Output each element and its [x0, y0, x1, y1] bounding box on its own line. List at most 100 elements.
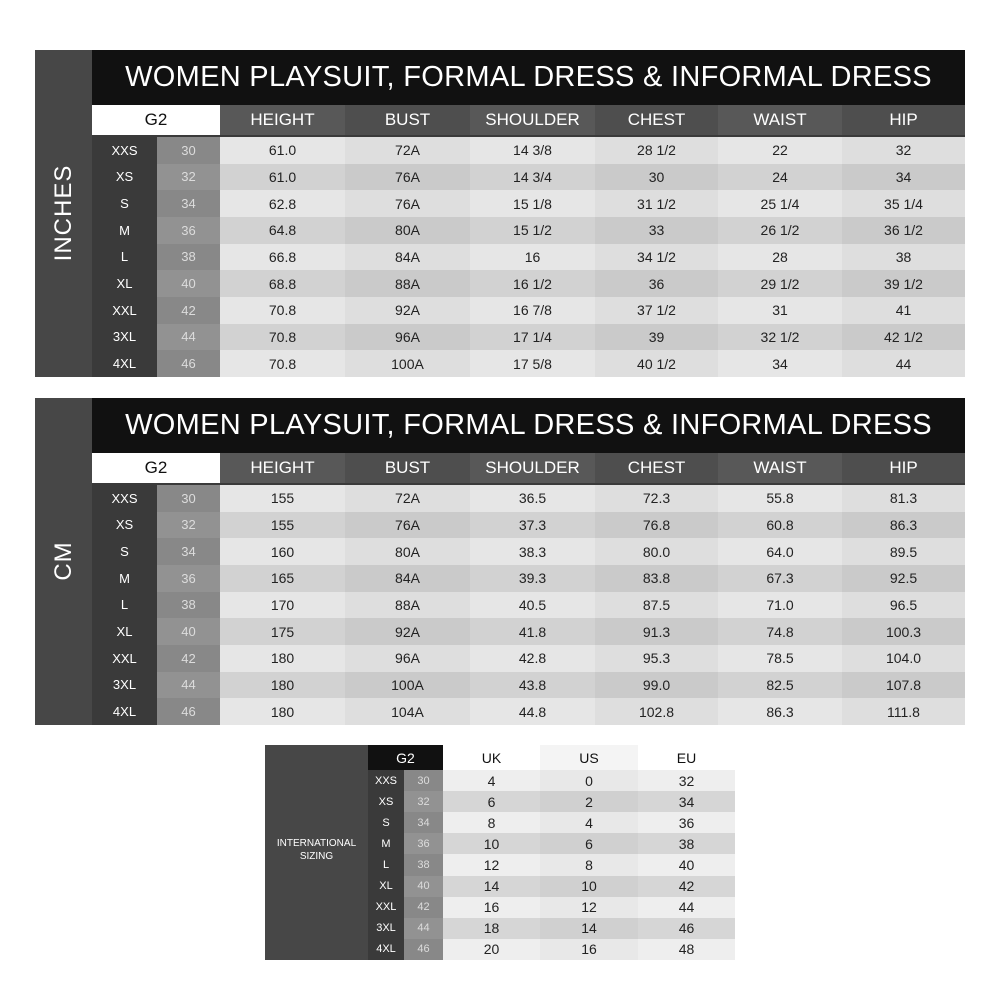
size-cell: L: [92, 591, 157, 619]
data-cell: 28 1/2: [595, 137, 718, 164]
size-cell: 4XL: [368, 938, 404, 960]
data-cell: 14: [540, 917, 638, 939]
data-cell: 17 1/4: [470, 323, 595, 351]
size-cell: XXS: [368, 770, 404, 792]
g2-cell: 40: [404, 875, 443, 897]
data-cell: 6: [443, 791, 540, 813]
data-cell: 15 1/2: [470, 217, 595, 244]
data-cell: 42.8: [470, 645, 595, 672]
data-cell: 72A: [345, 137, 470, 164]
g2-cell: 36: [157, 217, 220, 244]
size-cell: XL: [92, 618, 157, 645]
data-cell: 4: [443, 770, 540, 792]
data-cell: 39.3: [470, 565, 595, 592]
data-cell: 0: [540, 770, 638, 792]
data-cell: 74.8: [718, 618, 842, 645]
data-cell: 31 1/2: [595, 190, 718, 217]
data-cell: 6: [540, 833, 638, 855]
size-header: G2: [92, 453, 220, 483]
data-cell: 14 3/4: [470, 163, 595, 191]
data-cell: 70.8: [220, 297, 345, 324]
g2-cell: 34: [157, 190, 220, 217]
size-cell: L: [368, 854, 404, 876]
column-header: HIP: [842, 105, 965, 135]
data-cell: 32: [842, 137, 965, 164]
g2-cell: 42: [157, 297, 220, 324]
data-cell: 80A: [345, 538, 470, 565]
size-cell: M: [92, 217, 157, 244]
data-cell: 88A: [345, 270, 470, 297]
data-cell: 92A: [345, 297, 470, 324]
column-header: UK: [443, 745, 540, 770]
g2-cell: 40: [157, 270, 220, 297]
data-cell: 88A: [345, 591, 470, 619]
data-cell: 46: [638, 917, 735, 939]
data-cell: 38.3: [470, 538, 595, 565]
data-cell: 14: [443, 875, 540, 897]
data-cell: 40: [638, 854, 735, 876]
data-cell: 70.8: [220, 350, 345, 377]
data-cell: 18: [443, 917, 540, 939]
data-cell: 48: [638, 938, 735, 960]
data-cell: 36: [638, 812, 735, 834]
data-cell: 38: [638, 833, 735, 855]
data-cell: 8: [540, 854, 638, 876]
column-header: WAIST: [718, 105, 842, 135]
data-cell: 14 3/8: [470, 137, 595, 164]
data-cell: 78.5: [718, 645, 842, 672]
data-cell: 38: [842, 243, 965, 271]
data-cell: 100.3: [842, 618, 965, 645]
table-title: WOMEN PLAYSUIT, FORMAL DRESS & INFORMAL …: [92, 50, 965, 105]
data-cell: 16 7/8: [470, 297, 595, 324]
data-cell: 76A: [345, 511, 470, 539]
data-cell: 36.5: [470, 485, 595, 512]
data-cell: 16 1/2: [470, 270, 595, 297]
size-cell: XXL: [368, 896, 404, 918]
g2-cell: 38: [404, 854, 443, 876]
data-cell: 81.3: [842, 485, 965, 512]
data-cell: 39: [595, 323, 718, 351]
data-cell: 34: [638, 791, 735, 813]
data-cell: 34 1/2: [595, 243, 718, 271]
data-cell: 32 1/2: [718, 323, 842, 351]
data-cell: 36 1/2: [842, 217, 965, 244]
data-cell: 33: [595, 217, 718, 244]
size-cell: S: [368, 812, 404, 834]
size-cell: L: [92, 243, 157, 271]
g2-cell: 44: [404, 917, 443, 939]
size-cell: 4XL: [92, 350, 157, 377]
data-cell: 89.5: [842, 538, 965, 565]
side-panel: [35, 50, 92, 377]
data-cell: 55.8: [718, 485, 842, 512]
data-cell: 40 1/2: [595, 350, 718, 377]
data-cell: 92.5: [842, 565, 965, 592]
side-label: INCHES: [49, 164, 77, 262]
data-cell: 35 1/4: [842, 190, 965, 217]
data-cell: 2: [540, 791, 638, 813]
data-cell: 34: [718, 350, 842, 377]
data-cell: 64.0: [718, 538, 842, 565]
size-cell: XL: [368, 875, 404, 897]
size-cell: 3XL: [368, 917, 404, 939]
data-cell: 165: [220, 565, 345, 592]
g2-cell: 42: [157, 645, 220, 672]
size-cell: XS: [92, 511, 157, 539]
size-cell: 4XL: [92, 698, 157, 725]
g2-cell: 46: [157, 350, 220, 377]
data-cell: 41.8: [470, 618, 595, 645]
column-header: EU: [638, 745, 735, 770]
data-cell: 180: [220, 671, 345, 699]
side-label: CM: [49, 541, 77, 581]
data-cell: 86.3: [842, 511, 965, 539]
data-cell: 66.8: [220, 243, 345, 271]
column-header: CHEST: [595, 105, 718, 135]
data-cell: 180: [220, 698, 345, 725]
data-cell: 155: [220, 511, 345, 539]
g2-cell: 30: [404, 770, 443, 792]
size-cell: XS: [368, 791, 404, 813]
data-cell: 34: [842, 163, 965, 191]
data-cell: 80.0: [595, 538, 718, 565]
data-cell: 10: [540, 875, 638, 897]
size-cell: XL: [92, 270, 157, 297]
data-cell: 29 1/2: [718, 270, 842, 297]
